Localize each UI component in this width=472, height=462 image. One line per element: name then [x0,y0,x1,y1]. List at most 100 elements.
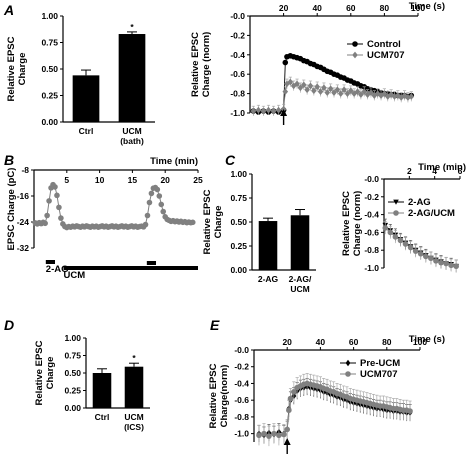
plot-a-line-data-point [371,92,378,99]
plot-e-line-data-point [291,389,297,395]
plot-a-line-data-point [341,86,347,94]
plot-e-line-ytick-label: -0.4 [234,378,249,388]
bar-a-category-label: Ctrl [79,126,94,136]
plot-b-data-point [156,193,163,199]
plot-a-line-data-point [381,90,388,97]
plot-e-line-y-axis-label-line: Charge(norm) [219,365,230,428]
bar-d-bar [92,373,112,408]
bar-d-significance-marker: * [132,353,136,363]
bar-a-y-axis-label-line: Charge [17,53,28,86]
bar-c-bar [290,215,310,270]
bar-a-category-label: (bath) [120,136,144,146]
plot-a-line-data-point [282,59,289,66]
plot-e-line-data-point [281,431,287,438]
plot-a-line-data-point [282,88,289,96]
plot-e-line-data-point [271,430,277,437]
plot-b-data-point [56,204,62,211]
plot-b-application-label: UCM [64,270,86,281]
plot-e-line-ytick-label: -0.8 [234,412,249,422]
plot-b-data-point [58,215,64,221]
bar-a-bar [72,75,100,122]
plot-e-line-data-point [407,408,413,414]
bar-c-y-axis-label-line: Relative EPSC [202,189,213,254]
plot-c-line-data-point [448,262,454,269]
plot-a-line-data-point [368,89,374,97]
plot-a-line-y-axis-label-line: Charge (norm) [201,32,212,97]
plot-e-line-ytick-label: -0.0 [234,345,249,355]
plot-b-xtick-label: 10 [95,175,105,185]
plot-e-line-y-axis-label-line: Relative EPSC [208,363,219,428]
plot-b-y-axis-label-line: EPSC Charge (pC) [6,168,17,251]
plot-a-line-y-axis-label-line: Relative EPSC [190,32,201,97]
plot-a-line-data-point [304,86,310,94]
plot-a-line-ytick-label: -0.4 [230,50,245,60]
plot-e-line-stimulus-arrow-head [283,438,291,445]
plot-e-line-xtick-label: 40 [316,337,326,347]
plot-b-data-point [42,220,48,227]
plot-b-data-point [160,208,167,215]
plot-b-ytick-label: -16 [17,191,30,201]
bar-d-ytick-label: 0.75 [64,351,81,361]
plot-c-line-legend-marker [393,210,399,216]
plot-a-line-data-point [391,93,398,100]
plot-a-line-data-point [348,87,354,95]
plot-a-line-data-point [401,92,408,99]
plot-c-line-data-point [428,255,434,262]
plot-a-line-data-point [398,94,404,101]
plot-c-line-xtick-label: 4 [432,166,437,176]
plot-c-line-data-point [443,260,449,267]
bar-a-y-axis-label-line: Relative EPSC [6,36,17,101]
plot-a-line-data-point [250,107,257,115]
plot-c-line-legend-label: 2-AG [408,197,431,208]
plot-c-line-data-point [417,250,424,257]
bar-a-ytick-label: 1.00 [41,11,58,21]
plot-e-line-ytick-label: -0.2 [234,362,249,372]
plot-c-line-ytick-label: -0.6 [364,227,379,237]
plot-b-data-point [146,199,153,206]
plot-c-line-y-axis-label-line: Relative EPSC [341,191,352,256]
plot-c-line-data-point [453,263,460,270]
bar-c-ytick-label: 0.25 [230,241,247,251]
bar-d-category-label: UCM [124,412,143,422]
plot-a-line-data-point [388,91,394,98]
panel-label-a: A [3,2,14,18]
plot-b-xtick-label: 15 [128,175,138,185]
plot-a-line-ytick-label: -1.0 [230,108,245,118]
plot-a-line-legend-label: Control [367,39,401,50]
bar-c-category-label: 2-AG/ [289,274,312,284]
plot-e-line-xtick-label: 20 [282,337,292,347]
plot-a-line-data-point [290,82,297,90]
plot-e-line-xtick-label: 80 [382,337,392,347]
plot-a-line-data-point [287,78,294,86]
bar-a-category-label: UCM [122,126,141,136]
plot-a-line-data-point [358,91,364,98]
plot-e-line-legend-label: UCM707 [360,369,398,380]
plot-b-data-point [144,212,151,219]
bar-d-category-label: (ICS) [124,422,144,432]
plot-a-line-ytick-label: -0.6 [230,69,245,79]
plot-c-line-ytick-label: -1.0 [364,263,379,273]
bar-c-bar [258,221,278,270]
plot-a-line-data-point [331,89,337,97]
plot-e-line-data-point [256,432,262,439]
plot-b-data-point [189,219,196,226]
bar-d-y-axis-label-line: Charge [45,357,56,390]
plot-c-line-series-line [384,224,457,267]
plot-a-line-ytick-label: -0.2 [230,30,245,40]
plot-a-line-data-point [307,82,314,90]
plot-e-line-y-axis-label: Relative EPSC Charge(norm) [208,363,230,428]
plot-a-line-data-point [334,86,341,94]
plot-e-line-legend-label: Pre-UCM [360,358,400,369]
bar-a-ytick-label: 0.25 [41,91,58,101]
panel-label-d: D [4,317,14,333]
bar-d-y-axis-label: Relative EPSC Charge [34,340,56,405]
plot-a-line-data-point [354,88,361,96]
plot-c-line-xtick-label: 6 [458,166,463,176]
plot-a-line-data-point [270,107,277,115]
plot-b-x-axis-label: Time (min) [150,156,198,167]
plot-a-line-data-point [374,90,381,97]
plot-a-line-legend-label: UCM707 [367,50,405,61]
plot-e-line-xtick-label: 60 [349,337,359,347]
plot-b-data-point [158,201,165,208]
plot-a-line-data-point [255,106,262,114]
